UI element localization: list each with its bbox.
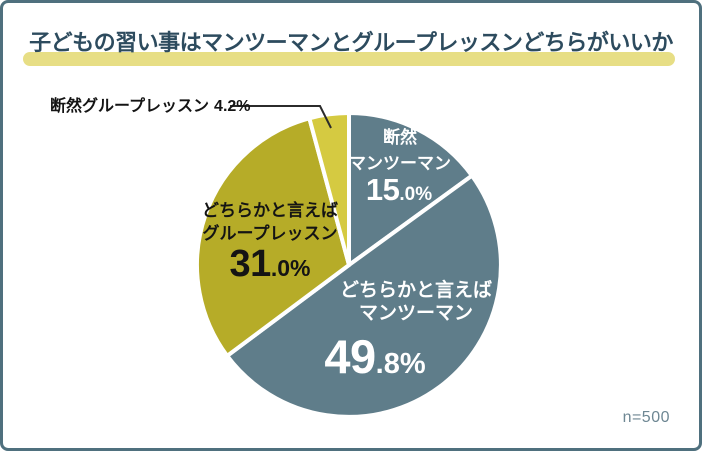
slice-value-lean-group-lesson: 31.0% — [230, 243, 311, 286]
callout-percent: 4.2% — [214, 98, 251, 115]
slice-label-line: どちらかと言えば — [202, 201, 338, 220]
slice-value-strong-man-to-man: 15.0% — [366, 172, 432, 208]
pie-slice-strong-man-to-man — [347, 111, 474, 267]
percent-fraction: .0% — [399, 184, 433, 205]
slice-label-line: マンツーマン — [349, 154, 451, 173]
pie-slice-lean-man-to-man — [225, 173, 503, 419]
chart-title-block: 子どもの習い事はマンツーマンとグループレッスンどちらがいいか — [3, 29, 699, 66]
pie-slices — [195, 111, 503, 419]
percent-integer: 15 — [365, 172, 400, 207]
callout-leader-line — [230, 105, 332, 129]
callout-label-text: 断然グループレッスン — [50, 98, 210, 115]
slice-label-lean-man-to-man: どちらかと言えば マンツーマン — [340, 279, 492, 325]
percent-fraction: .8% — [375, 348, 426, 380]
pie-chart-svg — [195, 105, 503, 419]
slice-label-line: 断然 — [383, 128, 417, 147]
percent-fraction: .0% — [270, 255, 311, 281]
pie-slice-strong-group-lesson — [307, 111, 351, 267]
callout-label-strong-group-lesson: 断然グループレッスン 4.2% — [50, 97, 251, 117]
slice-value-lean-man-to-man: 49.8% — [324, 329, 425, 384]
chart-title: 子どもの習い事はマンツーマンとグループレッスンどちらがいいか — [29, 30, 673, 55]
percent-integer: 49 — [324, 330, 376, 383]
title-highlight-marker — [23, 52, 675, 66]
slice-label-strong-man-to-man: 断然 マンツーマン — [349, 125, 451, 177]
slice-label-lean-group-lesson: どちらかと言えば グループレッスン — [202, 199, 338, 245]
sample-size-note: n=500 — [622, 409, 670, 426]
percent-integer: 31 — [229, 243, 272, 285]
pie-slice-lean-group-lesson — [195, 116, 351, 358]
slice-label-line: グループレッスン — [202, 224, 338, 243]
slice-label-line: マンツーマン — [358, 303, 474, 324]
slice-label-line: どちらかと言えば — [339, 280, 493, 301]
